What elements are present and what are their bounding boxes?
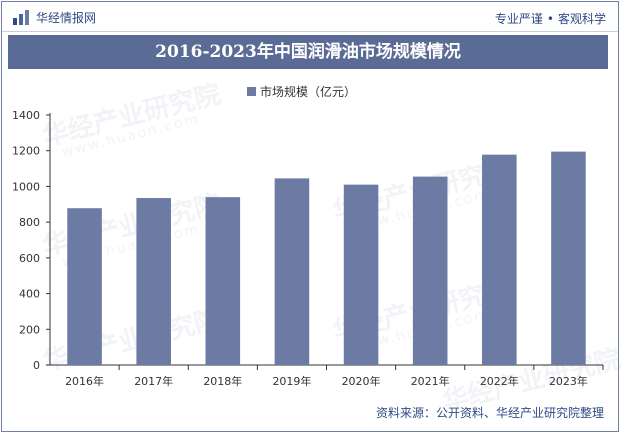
x-tick-label: 2018年 [203,374,242,388]
slogan-right: 客观科学 [557,12,606,26]
bar [205,197,241,365]
legend-swatch [247,87,256,96]
brand[interactable]: 华经情报网 [12,8,96,26]
y-tick-label: 400 [19,288,40,301]
brand-name: 华经情报网 [36,10,97,25]
bar [274,178,310,365]
bar [551,151,586,365]
header-bar: 华经情报网 专业严谨 • 客观科学 [2,2,618,32]
x-tick-label: 2019年 [272,374,311,388]
bar [136,198,171,365]
y-tick-label: 0 [33,359,40,372]
y-tick-label: 1200 [12,145,40,158]
x-tick-label: 2016年 [65,374,104,388]
slogan: 专业严谨 • 客观科学 [495,10,606,27]
x-tick-label: 2017年 [134,374,173,388]
bar [412,176,448,365]
slogan-left: 专业严谨 [494,12,543,26]
y-tick-label: 800 [19,216,40,229]
bar [482,154,517,365]
x-tick-label: 2020年 [342,374,381,388]
x-tick-label: 2021年 [411,374,450,388]
x-tick-label: 2023年 [549,374,588,388]
y-tick-label: 1400 [12,109,40,122]
y-tick-label: 200 [19,323,40,336]
legend-label: 市场规模（亿元） [260,84,356,99]
slogan-separator: • [546,12,554,26]
brand-logo-icon [13,10,29,25]
bar [343,184,379,365]
y-tick-label: 600 [19,252,40,265]
bar [67,208,102,365]
source-note: 资料来源：公开资料、华经产业研究院整理 [375,406,604,420]
chart-title: 2016-2023年中国润滑油市场规模情况 [8,35,608,69]
y-tick-label: 1000 [12,180,40,193]
x-tick-label: 2022年 [480,374,519,388]
